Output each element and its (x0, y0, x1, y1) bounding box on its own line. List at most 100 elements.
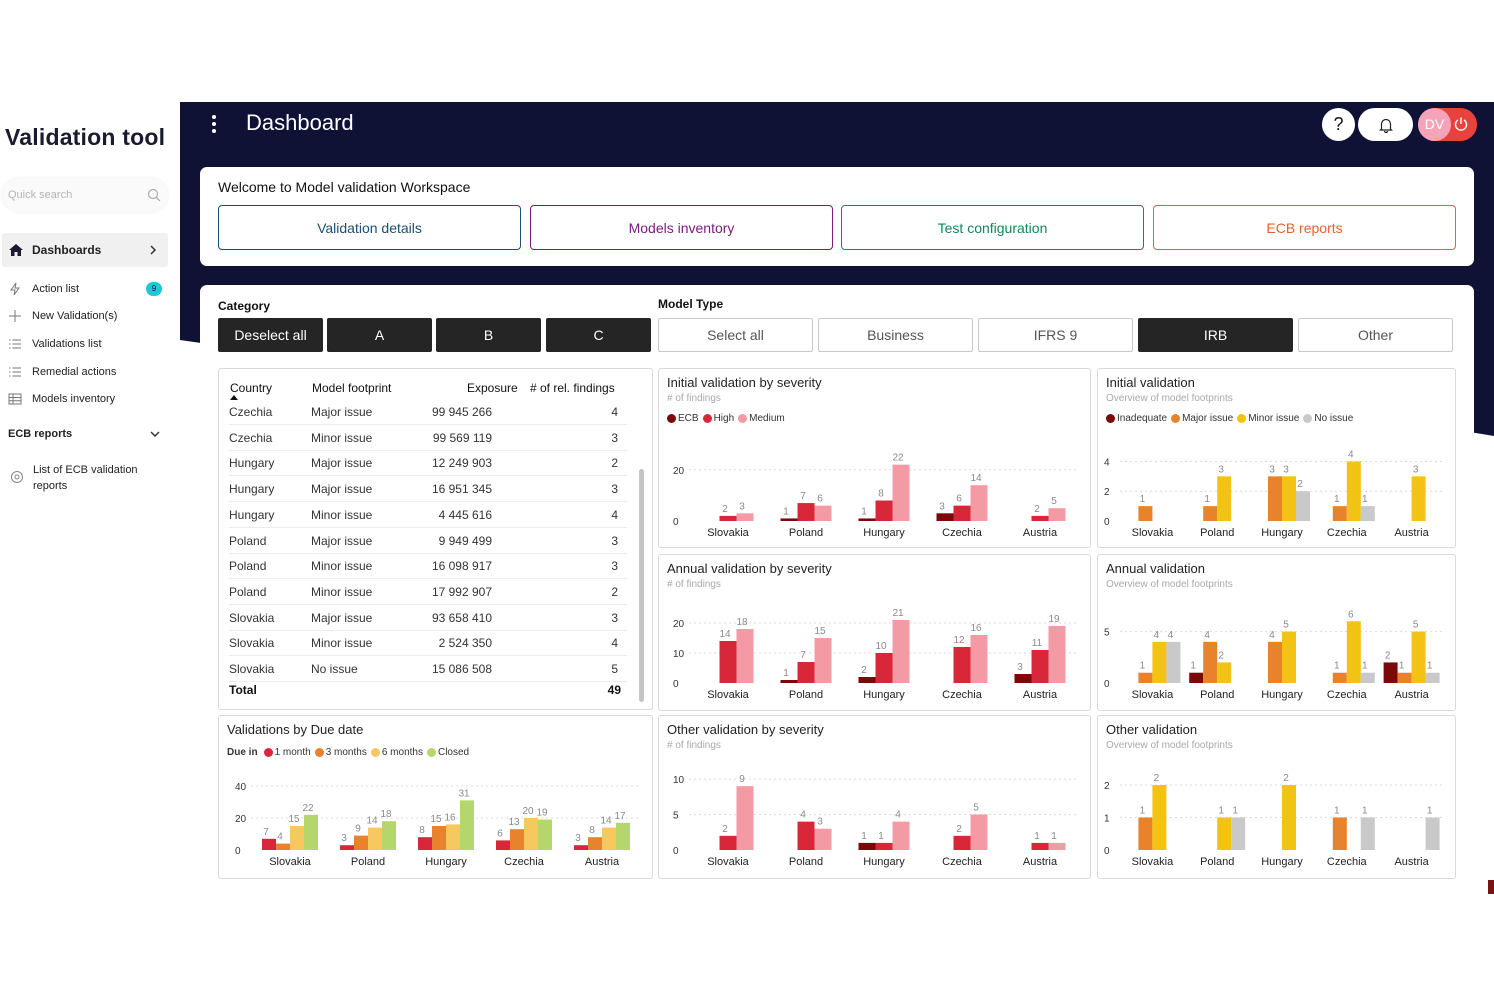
bar[interactable] (496, 840, 510, 850)
legend-item[interactable]: 1 month (263, 747, 311, 758)
bar[interactable] (953, 505, 971, 521)
bar[interactable] (814, 828, 832, 850)
bar[interactable] (1360, 817, 1375, 851)
model-type-select-all-button[interactable]: Select all (658, 318, 813, 352)
bar[interactable] (1332, 672, 1347, 683)
models-inventory-button[interactable]: Models inventory (530, 205, 833, 250)
bar[interactable] (936, 513, 954, 521)
bar[interactable] (460, 800, 474, 850)
bar[interactable] (276, 843, 290, 850)
help-button[interactable]: ? (1322, 108, 1355, 141)
legend-item[interactable]: No issue (1303, 413, 1353, 424)
bar[interactable] (719, 835, 737, 850)
bar[interactable] (814, 505, 832, 521)
bar[interactable] (1282, 631, 1296, 683)
bar[interactable] (1282, 476, 1296, 521)
bar[interactable] (1138, 672, 1153, 683)
bar[interactable] (1048, 626, 1066, 683)
bar[interactable] (1346, 461, 1361, 521)
table-row[interactable]: Czechia Minor issue 99 569 119 3 (229, 426, 627, 451)
bar[interactable] (858, 518, 876, 521)
bar[interactable] (780, 680, 798, 683)
bar[interactable] (1346, 621, 1361, 683)
search-icon[interactable] (147, 188, 161, 202)
legend-item[interactable]: ECB (667, 413, 699, 424)
bar[interactable] (1296, 491, 1310, 521)
bar[interactable] (1425, 672, 1440, 683)
bar[interactable] (304, 814, 318, 850)
bar[interactable] (1383, 662, 1398, 683)
legend-item[interactable]: Major issue (1171, 413, 1233, 424)
sidebar-item-action-list[interactable]: Action list 9 (8, 280, 162, 298)
more-options-icon[interactable] (208, 113, 220, 135)
bar[interactable] (1231, 817, 1246, 851)
category-c-button[interactable]: C (546, 318, 651, 352)
legend-item[interactable]: 6 months (370, 747, 423, 758)
column-header-model-footprint[interactable]: Model footprint (312, 381, 392, 395)
bar[interactable] (953, 835, 971, 850)
bar[interactable] (1152, 641, 1167, 683)
table-row[interactable]: Hungary Major issue 16 951 345 3 (229, 477, 627, 503)
sidebar-item-remedial-actions[interactable]: Remedial actions (8, 363, 158, 381)
legend-item[interactable]: Medium (738, 413, 785, 424)
bar[interactable] (538, 819, 552, 850)
table-row[interactable]: Slovakia Major issue 93 658 410 3 (229, 606, 627, 631)
bar[interactable] (1048, 842, 1066, 850)
column-header-country[interactable]: Country (230, 381, 273, 395)
bar[interactable] (719, 515, 737, 521)
bar[interactable] (1282, 785, 1296, 850)
bar[interactable] (1332, 506, 1347, 521)
bar[interactable] (875, 500, 893, 521)
bar[interactable] (858, 677, 876, 683)
bar[interactable] (340, 845, 354, 850)
sidebar-item-dashboards[interactable]: Dashboards (2, 233, 168, 267)
bar[interactable] (1360, 672, 1375, 683)
validation-details-button[interactable]: Validation details (218, 205, 521, 250)
category-b-button[interactable]: B (436, 318, 541, 352)
bar[interactable] (1152, 785, 1167, 850)
bar[interactable] (736, 513, 754, 521)
bar[interactable] (524, 818, 538, 850)
bar[interactable] (736, 629, 754, 683)
model-type-irb-button[interactable]: IRB (1138, 318, 1293, 352)
table-row[interactable]: Slovakia Minor issue 2 524 350 4 (229, 631, 627, 657)
bar[interactable] (719, 641, 737, 683)
table-row[interactable]: Poland Minor issue 16 098 917 3 (229, 554, 627, 580)
bar[interactable] (797, 503, 815, 521)
bar[interactable] (970, 485, 988, 521)
category-a-button[interactable]: A (327, 318, 432, 352)
bar[interactable] (875, 842, 893, 850)
bar[interactable] (1048, 508, 1066, 521)
bar[interactable] (1268, 476, 1282, 521)
sidebar-item-ecb-validation-reports[interactable]: List of ECB validation reports (10, 462, 160, 494)
bar[interactable] (368, 827, 382, 850)
bar[interactable] (1268, 641, 1282, 683)
bar[interactable] (1425, 817, 1440, 851)
bar[interactable] (780, 518, 798, 521)
table-scrollbar[interactable] (639, 469, 644, 702)
notifications-button[interactable] (1358, 108, 1413, 141)
table-row[interactable]: Poland Minor issue 17 992 907 2 (229, 580, 627, 605)
table-row[interactable]: Poland Major issue 9 949 499 3 (229, 529, 627, 554)
column-header-exposure[interactable]: Exposure (467, 381, 518, 395)
bar[interactable] (1189, 672, 1204, 683)
bar[interactable] (432, 826, 446, 850)
bar[interactable] (1332, 817, 1347, 851)
user-menu-button[interactable]: DV (1418, 108, 1477, 141)
bar[interactable] (892, 620, 910, 683)
bar[interactable] (262, 838, 276, 850)
category-deselect-all-button[interactable]: Deselect all (218, 318, 323, 352)
bar[interactable] (1217, 817, 1232, 851)
ecb-reports-button[interactable]: ECB reports (1153, 205, 1456, 250)
bar[interactable] (1411, 631, 1426, 683)
model-type-business-button[interactable]: Business (818, 318, 973, 352)
test-configuration-button[interactable]: Test configuration (841, 205, 1144, 250)
bar[interactable] (1138, 817, 1153, 851)
bar[interactable] (510, 829, 524, 850)
table-row[interactable]: Hungary Minor issue 4 445 616 4 (229, 503, 627, 528)
bar[interactable] (1138, 506, 1153, 521)
bar[interactable] (1031, 842, 1049, 850)
sidebar-item-models-inventory[interactable]: Models inventory (8, 390, 158, 408)
table-row[interactable]: Slovakia No issue 15 086 508 5 (229, 657, 627, 682)
bar[interactable] (1014, 674, 1032, 683)
